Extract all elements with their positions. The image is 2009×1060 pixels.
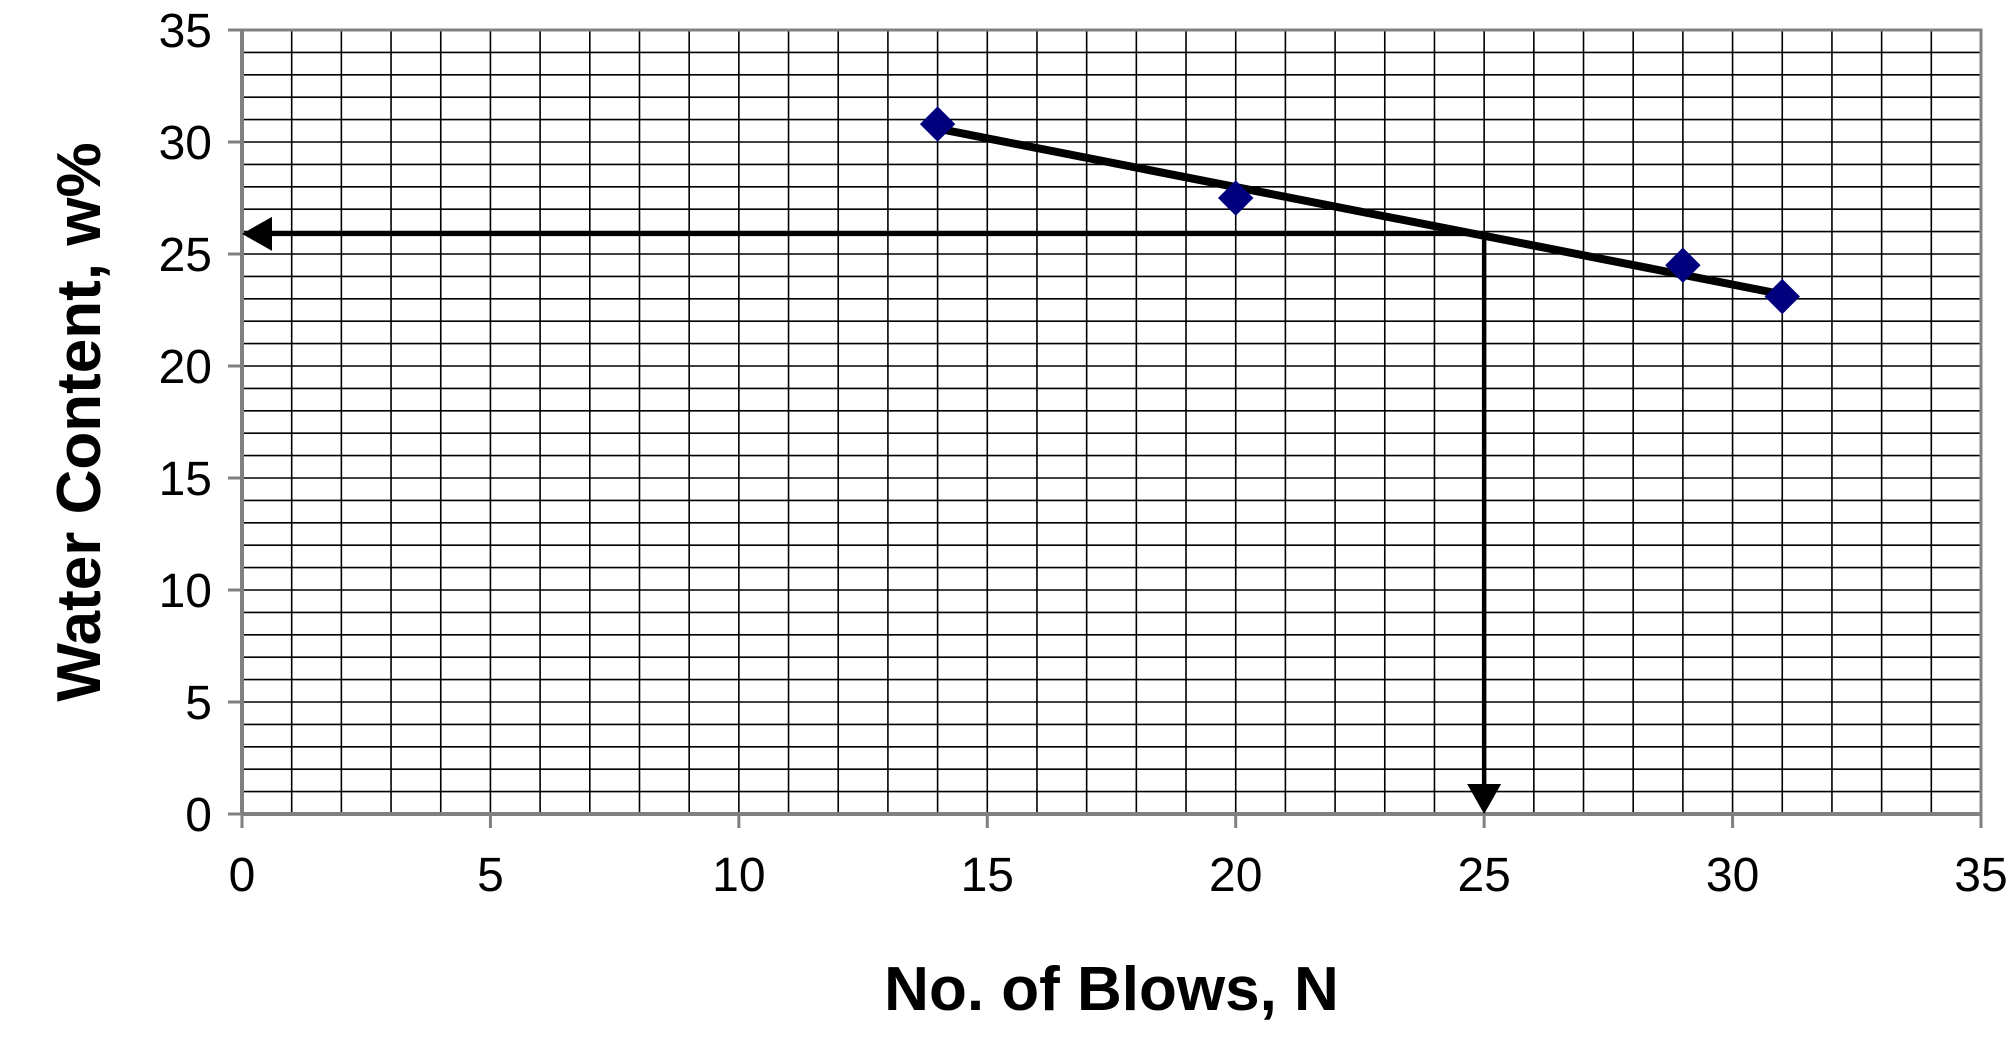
data-points: [919, 106, 1800, 315]
data-point-diamond: [1665, 247, 1701, 283]
y-tick-label: 5: [185, 677, 212, 730]
x-tick-label: 5: [477, 849, 504, 902]
x-axis-title: No. of Blows, N: [884, 955, 1339, 1024]
axes: [228, 28, 1983, 828]
y-tick-label: 20: [159, 341, 212, 394]
y-axis-title: Water Content, w%: [45, 142, 114, 701]
x-tick-label: 0: [229, 849, 256, 902]
plot-area-frame: [240, 28, 1983, 816]
x-tick-label: 20: [1209, 849, 1262, 902]
reference-arrows: [242, 216, 1502, 814]
y-tick-label: 10: [159, 565, 212, 618]
data-point-diamond: [1764, 278, 1800, 315]
trendline-layer: [933, 124, 1787, 299]
data-point-diamond: [919, 106, 956, 142]
tick-labels: 0 5 10 15 20 25 30 35 0 5 10 15 20 25 30 35: [159, 5, 2008, 902]
y-tick-label: 15: [159, 453, 212, 506]
grid: [241, 29, 1982, 815]
x-tick-label: 15: [961, 849, 1014, 902]
data-point-diamond: [1218, 180, 1254, 216]
reference-arrow-head: [242, 216, 272, 251]
x-tick-label: 35: [1954, 849, 2007, 902]
y-tick-label: 35: [159, 5, 212, 58]
x-tick-label: 30: [1706, 849, 1759, 902]
y-tick-label: 0: [185, 789, 212, 842]
y-tick-label: 25: [159, 229, 212, 282]
x-tick-label: 25: [1457, 849, 1510, 902]
trendline: [933, 124, 1787, 299]
reference-arrow-head: [1467, 784, 1502, 814]
y-tick-label: 30: [159, 117, 212, 170]
x-tick-label: 10: [712, 849, 765, 902]
